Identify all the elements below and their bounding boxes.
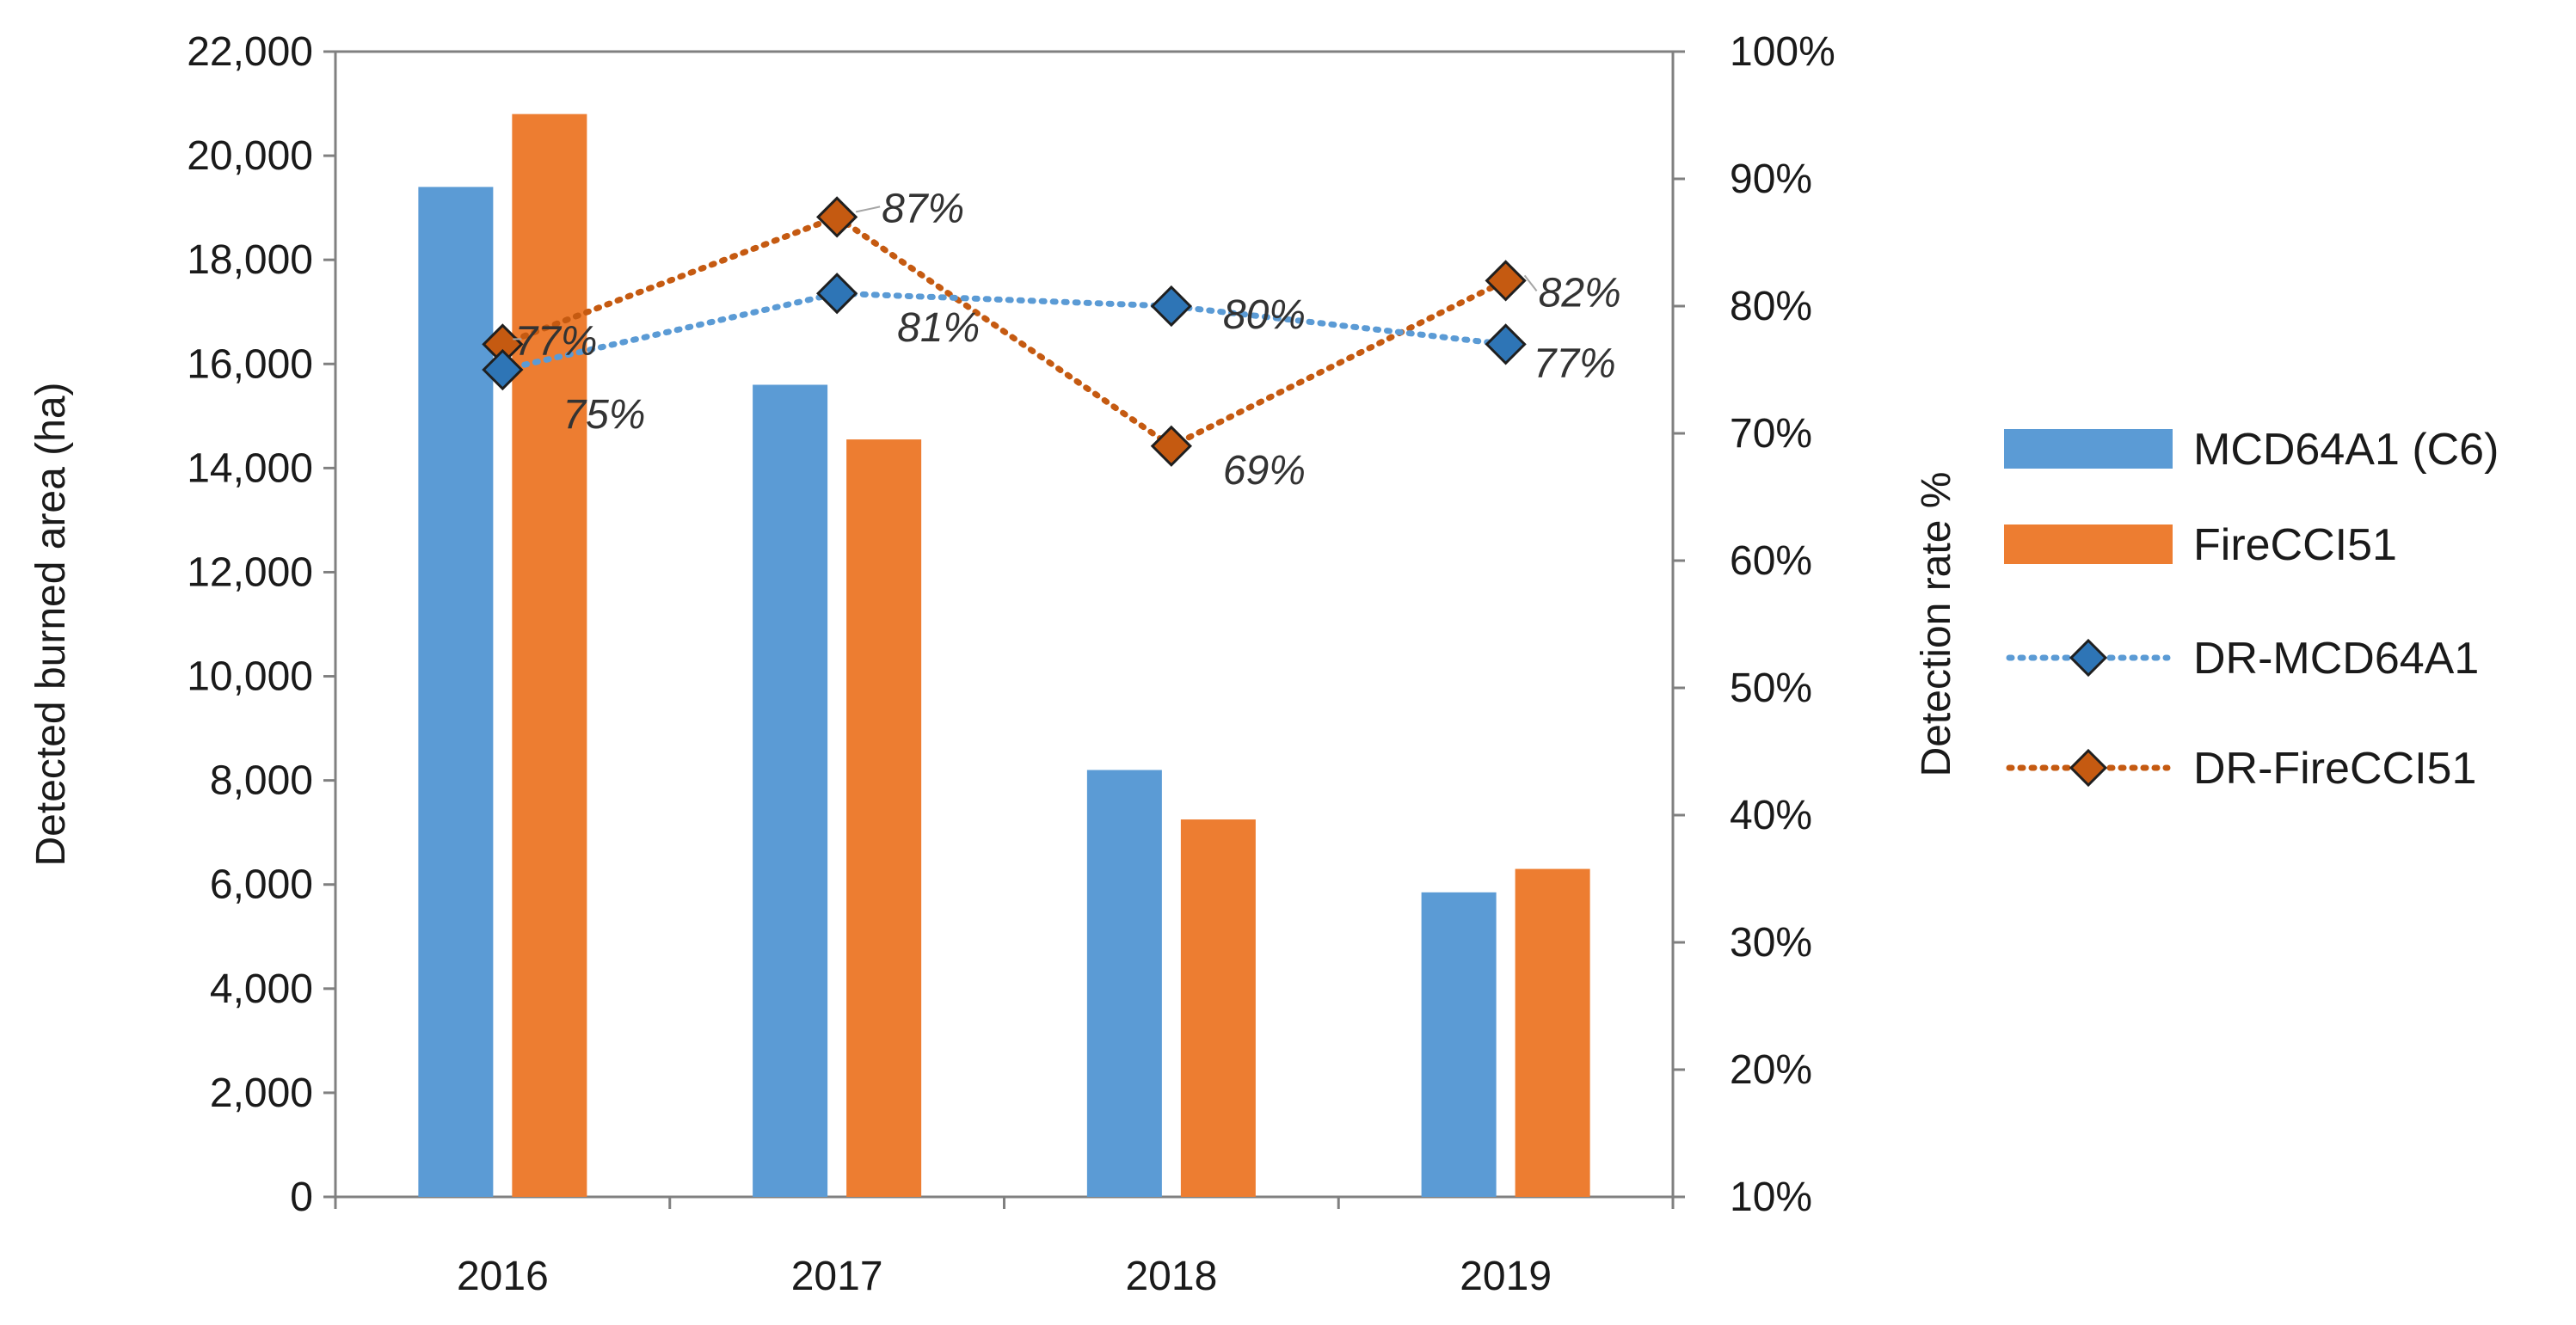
bar-firecci51-2019 <box>1515 868 1590 1197</box>
data-label-dr-mcd64a1-2017: 81% <box>897 305 980 351</box>
data-labels: 75% 81% 80% 77% 77% 87% 69% 82% <box>513 186 1621 494</box>
left-axis-tick-label: 6,000 <box>210 862 313 908</box>
data-label-dr-firecci51-2016: 77% <box>514 318 597 364</box>
detection-rate-lines <box>482 196 1527 467</box>
marker-dr-firecci51-2017 <box>816 196 858 238</box>
bar-firecci51-2018 <box>1180 819 1256 1197</box>
legend-label: DR-FireCCI51 <box>2193 744 2476 794</box>
bar-mcd64a1-c6-2016 <box>418 187 494 1197</box>
left-axis-tick-label: 0 <box>290 1175 313 1220</box>
bar-mcd64a1-c6-2019 <box>1421 892 1497 1197</box>
bar-firecci51-2016 <box>512 113 587 1197</box>
legend-marker-dr-firecci51 <box>2069 748 2108 788</box>
marker-dr-mcd64a1-2018 <box>1150 285 1192 328</box>
left-axis-tick-label: 2,000 <box>210 1070 313 1116</box>
left-axis-tick-label: 10,000 <box>187 654 313 700</box>
right-axis-tick-label: 70% <box>1730 411 1812 457</box>
legend-label: DR-MCD64A1 <box>2193 634 2479 684</box>
data-label-dr-firecci51-2019: 82% <box>1539 270 1621 316</box>
legend-label: FireCCI51 <box>2193 520 2397 570</box>
marker-dr-firecci51-2018 <box>1150 425 1192 467</box>
right-axis-tick-label: 80% <box>1730 284 1812 329</box>
marker-dr-mcd64a1-2019 <box>1485 323 1527 365</box>
legend-marker-dr-mcd64a1 <box>2069 638 2108 678</box>
data-label-dr-firecci51-2018: 69% <box>1223 448 1306 494</box>
right-axis-title: Detection rate % <box>1914 472 1959 777</box>
right-axis-tick-label: 90% <box>1730 156 1812 202</box>
right-axis-tick-label: 20% <box>1730 1047 1812 1093</box>
data-label-leader <box>855 205 881 213</box>
bar-mcd64a1-c6-2018 <box>1086 770 1162 1197</box>
left-axis-tick-label: 8,000 <box>210 758 313 804</box>
x-axis-tick-label: 2016 <box>457 1254 549 1299</box>
line-dr-firecci51 <box>499 213 1509 450</box>
line-dr-mcd64a1 <box>499 290 1509 373</box>
legend-swatch-mcd64a1-c6 <box>2004 429 2173 469</box>
right-axis-tick-label: 30% <box>1730 920 1812 966</box>
right-axis-tick-label: 10% <box>1730 1175 1812 1220</box>
right-axis-tick-label: 100% <box>1730 29 1835 75</box>
left-axis-tick-label: 16,000 <box>187 341 313 387</box>
left-axis-tick-label: 14,000 <box>187 445 313 491</box>
data-label-dr-mcd64a1-2016: 75% <box>563 392 645 438</box>
bar-mcd64a1-c6-2017 <box>753 384 828 1197</box>
left-axis-tick-label: 12,000 <box>187 549 313 595</box>
right-axis-tick-label: 60% <box>1730 538 1812 584</box>
left-axis-tick-label: 20,000 <box>187 133 313 179</box>
axes: 0 2,000 4,000 6,000 8,000 10,000 12,000 14,000 1… <box>28 29 1959 1299</box>
marker-dr-mcd64a1-2017 <box>816 273 858 315</box>
data-label-leader <box>1523 274 1538 292</box>
data-label-dr-mcd64a1-2019: 77% <box>1534 340 1616 386</box>
data-label-dr-firecci51-2017: 87% <box>882 186 964 231</box>
left-axis-tick-label: 22,000 <box>187 29 313 75</box>
marker-dr-firecci51-2019 <box>1485 260 1527 302</box>
x-axis-tick-label: 2017 <box>791 1254 883 1299</box>
right-axis-tick-label: 40% <box>1730 793 1812 838</box>
legend-label: MCD64A1 (C6) <box>2193 425 2499 475</box>
bar-firecci51-2017 <box>846 439 922 1198</box>
left-axis-title: Detected burned area (ha) <box>28 382 74 866</box>
bars <box>418 113 1590 1198</box>
left-axis-tick-label: 18,000 <box>187 237 313 283</box>
marker-dr-mcd64a1-2016 <box>482 348 524 391</box>
legend[interactable]: MCD64A1 (C6) FireCCI51 DR-MCD64A1 DR-FireCC… <box>2004 425 2499 794</box>
x-axis-tick-label: 2018 <box>1125 1254 1217 1299</box>
data-label-dr-mcd64a1-2018: 80% <box>1223 292 1306 338</box>
right-axis-tick-label: 50% <box>1730 666 1812 711</box>
left-axis-tick-label: 4,000 <box>210 966 313 1012</box>
legend-swatch-firecci51 <box>2004 524 2173 564</box>
x-axis-tick-label: 2019 <box>1460 1254 1552 1299</box>
